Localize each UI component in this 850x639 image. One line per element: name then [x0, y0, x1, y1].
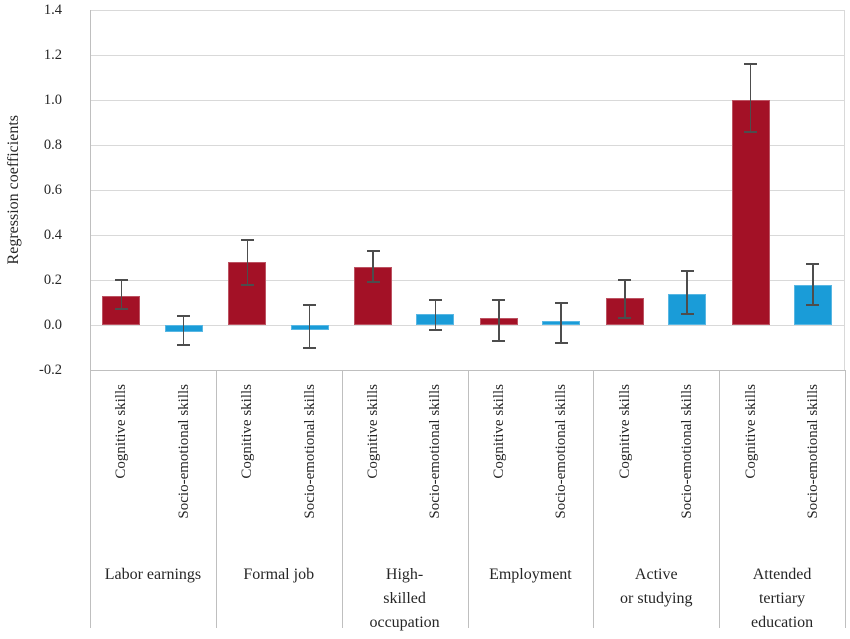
- error-bar: [749, 64, 752, 132]
- x-tick-label-cognitive-skills: Cognitive skills: [113, 384, 130, 479]
- error-bar-cap-top: [744, 63, 758, 65]
- bar-cognitive-skills: [731, 100, 770, 325]
- gridline: [90, 10, 845, 11]
- error-bar: [434, 300, 437, 330]
- x-tick-label-socio-emotional-skills: Socio-emotional skills: [175, 384, 192, 519]
- gridline: [90, 280, 845, 281]
- error-bar-cap-bottom: [303, 346, 317, 349]
- x-tick-label-cognitive-skills: Cognitive skills: [742, 384, 759, 479]
- gridline: [90, 235, 845, 236]
- x-tick-label-socio-emotional-skills: Socio-emotional skills: [301, 384, 318, 519]
- x-tick-label-socio-emotional-skills: Socio-emotional skills: [553, 384, 570, 519]
- category-divider: [90, 370, 91, 628]
- y-axis-line: [90, 10, 91, 370]
- error-bar-cap-bottom: [492, 339, 506, 342]
- group-label-line: High-: [385, 566, 424, 583]
- category-group-label: Labor earnings: [90, 563, 216, 587]
- y-tick-label: 1.4: [43, 2, 62, 18]
- category-divider: [216, 370, 217, 628]
- error-bar-cap-bottom: [114, 308, 128, 311]
- error-bar: [182, 316, 185, 346]
- error-bar-cap-top: [680, 270, 694, 272]
- plot-area: [90, 10, 845, 371]
- error-bar: [812, 264, 814, 305]
- x-tick-label-cognitive-skills: Cognitive skills: [365, 384, 382, 479]
- error-bar-cap-top: [114, 279, 128, 281]
- category-divider: [342, 370, 343, 628]
- group-label-line: skilled: [383, 590, 426, 607]
- group-label-line: Active: [634, 566, 678, 583]
- error-bar-cap-bottom: [366, 281, 380, 284]
- error-bar-cap-bottom: [554, 342, 568, 344]
- error-bar-cap-top: [492, 299, 506, 302]
- y-tick-label: -0.2: [39, 362, 62, 378]
- category-divider: [468, 370, 469, 628]
- gridline: [90, 145, 845, 146]
- x-tick-label-socio-emotional-skills: Socio-emotional skills: [679, 384, 696, 519]
- group-label-line: Labor earnings: [104, 566, 202, 583]
- error-bar: [246, 239, 249, 285]
- category-divider: [593, 370, 594, 628]
- error-bar-cap-top: [554, 301, 568, 304]
- error-bar-cap-bottom: [680, 312, 694, 315]
- error-bar-cap-top: [240, 238, 254, 241]
- x-axis-line: [90, 370, 845, 371]
- error-bar-cap-bottom: [618, 317, 632, 320]
- group-label-line: occupation: [369, 614, 440, 631]
- y-tick-label: 1.0: [43, 92, 62, 108]
- category-group-label: Formal job: [216, 563, 342, 587]
- group-label-line: or studying: [620, 590, 693, 607]
- gridline: [90, 100, 845, 101]
- error-bar: [498, 300, 500, 341]
- error-bar: [560, 302, 562, 343]
- category-group-label: Employment: [468, 563, 594, 587]
- category-divider: [845, 370, 846, 628]
- category-group-label: Active or studying: [593, 563, 719, 611]
- error-bar-cap-bottom: [177, 344, 191, 347]
- group-label-line: Employment: [489, 566, 572, 583]
- y-tick-label: 0.6: [43, 182, 62, 198]
- error-bar: [624, 280, 626, 319]
- error-bar-cap-top: [177, 315, 191, 317]
- error-bar-cap-bottom: [240, 283, 254, 286]
- y-tick-label: 0.4: [43, 227, 62, 243]
- error-bar-cap-bottom: [806, 303, 820, 306]
- error-bar-cap-top: [303, 303, 317, 306]
- category-axis: Cognitive skills Socio-emotional skills La…: [0, 370, 850, 639]
- category-divider: [719, 370, 720, 628]
- x-tick-label-cognitive-skills: Cognitive skills: [616, 384, 633, 479]
- x-tick-label-cognitive-skills: Cognitive skills: [490, 384, 507, 479]
- group-label-line: tertiary: [758, 590, 806, 607]
- error-bar-cap-top: [428, 299, 442, 302]
- error-bar-cap-top: [366, 249, 380, 252]
- error-bar: [120, 280, 123, 310]
- error-bar-cap-top: [618, 279, 632, 281]
- error-bar: [372, 250, 374, 283]
- x-tick-label-cognitive-skills: Cognitive skills: [239, 384, 256, 479]
- x-tick-label-socio-emotional-skills: Socio-emotional skills: [427, 384, 444, 519]
- category-group-label: High-skilled occupation: [342, 563, 468, 635]
- error-bar: [308, 304, 311, 348]
- gridline: [90, 190, 845, 191]
- gridline: [90, 55, 845, 56]
- error-bar-cap-bottom: [428, 328, 442, 331]
- error-bar-cap-bottom: [744, 130, 758, 133]
- y-tick-label: 0.8: [43, 137, 62, 153]
- error-bar: [686, 271, 688, 314]
- plot-right-border: [844, 10, 845, 370]
- x-tick-label-socio-emotional-skills: Socio-emotional skills: [804, 384, 821, 519]
- y-tick-label: 1.2: [43, 47, 62, 63]
- gridline: [90, 325, 845, 326]
- group-label-line: Formal job: [243, 566, 315, 583]
- y-tick-label: 0.0: [43, 317, 62, 333]
- y-tick-label: 0.2: [43, 272, 62, 288]
- error-bar-cap-top: [806, 263, 820, 266]
- group-label-line: education: [750, 614, 814, 631]
- category-group-label: Attended tertiary education: [719, 563, 845, 635]
- group-label-line: Attended: [752, 566, 812, 583]
